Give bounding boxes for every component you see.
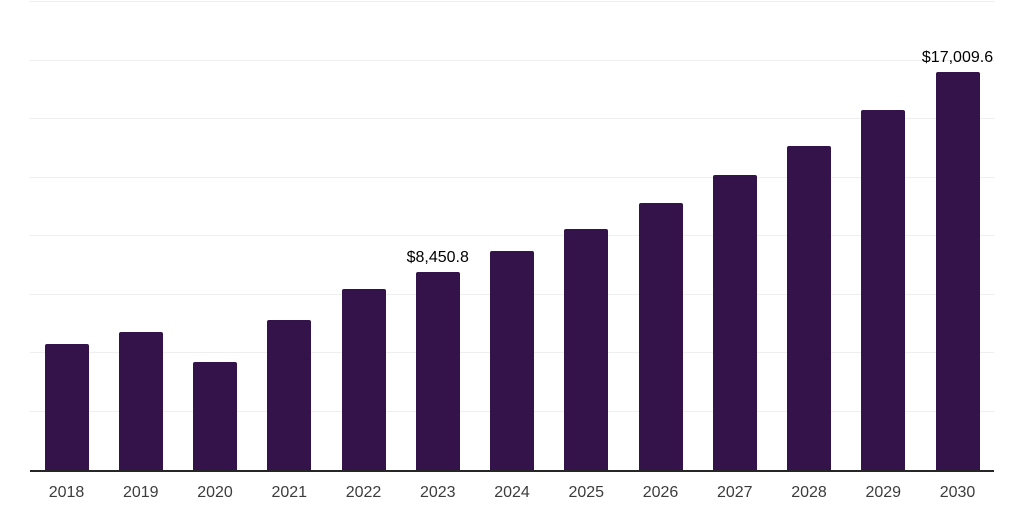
gridline [30,235,994,236]
gridline [30,1,994,2]
bar-2022 [341,289,386,470]
x-tick-label-2026: 2026 [642,484,679,501]
bar-2027 [712,174,757,470]
x-tick-label-2023: 2023 [419,484,456,501]
bar-2029 [861,109,906,470]
x-tick-label-2018: 2018 [48,484,85,501]
x-tick-label-2024: 2024 [494,484,530,501]
gridline [30,59,994,61]
x-tick-label-2019: 2019 [122,484,159,501]
bar-2026 [638,202,683,470]
bar-2020 [193,362,237,470]
x-tick-label-2030: 2030 [939,484,976,501]
x-tick-label-2029: 2029 [865,484,902,501]
gridline [30,118,994,119]
x-tick-label-2027: 2027 [716,484,753,501]
bar-2028 [787,145,831,470]
bar-2021 [267,320,312,470]
x-axis-line [30,470,994,472]
bar-2024 [490,251,534,470]
bar-2018 [44,344,89,470]
x-tick-label-2020: 2020 [197,484,233,501]
plot-area: $8,450.8 $17,009.6 [30,1,994,470]
gridline [30,176,994,178]
x-tick-label-2025: 2025 [568,484,605,501]
bar-2030 [935,71,980,470]
bar-2023 [415,272,460,470]
data-label-2023: $8,450.8 [406,249,469,267]
bar-2025 [564,228,609,470]
x-tick-label-2021: 2021 [271,484,308,501]
x-tick-label-2028: 2028 [791,484,827,501]
bar-2019 [118,332,163,470]
x-tick-label-2022: 2022 [345,484,382,501]
data-label-2030: $17,009.6 [921,48,994,66]
